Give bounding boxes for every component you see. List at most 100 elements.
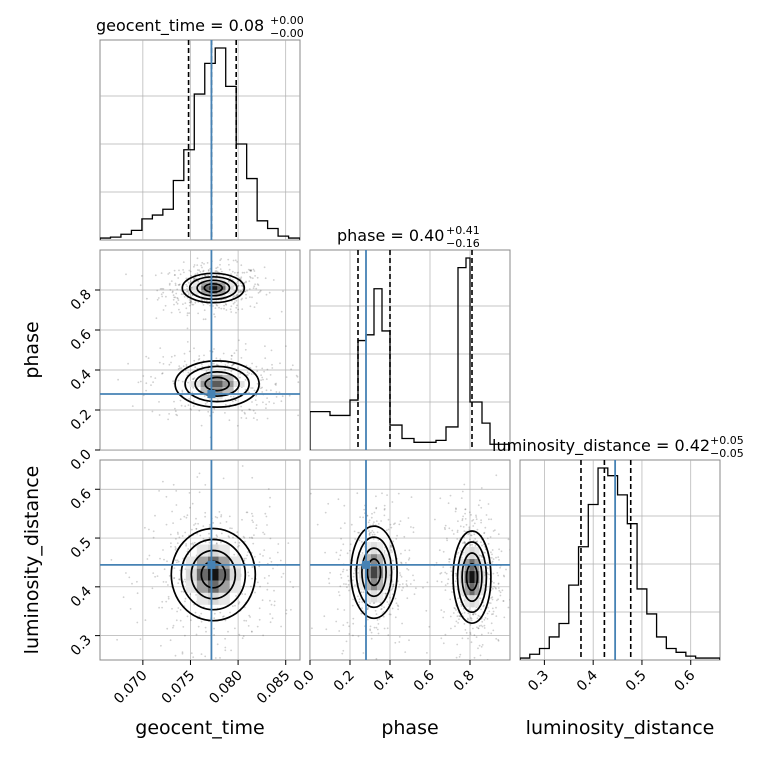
density-cell [222,374,234,381]
sample-point [167,584,169,586]
sample-point [373,533,376,536]
sample-point [407,558,410,561]
sample-point [413,579,415,582]
sample-point [445,572,448,575]
sample-point [264,345,266,348]
sample-point [250,667,252,669]
sample-point [446,537,448,540]
sample-point [172,483,175,486]
sample-point [152,530,155,533]
sample-point [256,419,258,421]
sample-point [467,612,470,615]
sample-point [194,273,197,276]
x-tick-label: 0.4 [371,667,398,694]
sample-point [131,582,133,585]
sample-point [162,480,164,483]
sample-point [224,398,227,401]
sample-point [224,649,227,652]
sample-point [271,363,273,366]
sample-point [256,370,259,372]
sample-point [209,663,211,665]
sample-point [490,597,492,599]
sample-point [458,618,460,621]
sample-point [347,583,350,586]
sample-point [339,573,342,576]
sample-point [203,309,206,312]
sample-point [256,283,259,286]
sample-point [460,603,463,606]
sample-point [233,290,236,292]
sample-point [232,400,234,403]
sample-point [176,297,179,299]
sample-point [490,622,493,625]
sample-point [197,312,200,315]
sample-point [490,562,493,564]
sample-point [162,549,164,551]
sample-point [491,549,494,551]
sample-point [481,644,484,646]
sample-point [230,311,233,313]
sample-point [266,417,269,420]
sample-point [187,548,190,550]
sample-point [186,285,189,288]
sample-point [189,593,192,595]
sample-point [279,559,282,562]
sample-point [446,582,449,585]
sample-point [452,533,455,535]
sample-point [167,418,170,421]
sample-point [159,557,161,560]
sample-point [170,280,173,282]
sample-point [353,530,356,533]
sample-point [395,602,398,605]
sample-point [263,533,266,536]
sample-point [455,507,457,510]
sample-point [379,666,381,668]
sample-point [269,537,272,540]
sample-point [455,508,457,511]
sample-point [167,597,170,600]
sample-point [251,387,254,389]
sample-point [187,404,190,406]
sample-point [394,641,397,644]
sample-point [179,609,182,611]
sample-point [463,542,466,544]
sample-point [492,587,494,590]
sample-point [174,559,177,562]
sample-point [230,273,233,275]
sample-point [174,654,177,657]
sample-point [247,268,250,271]
sample-point [191,286,194,288]
sample-point [195,528,198,530]
sample-point [487,632,490,634]
sample-point [116,638,118,641]
sample-point [198,472,201,475]
sample-point [376,628,379,631]
sample-point [280,400,283,403]
sample-point [234,295,236,298]
sample-point [144,526,146,529]
sample-point [181,380,184,383]
sample-point [459,615,461,618]
sample-point [265,293,268,296]
sample-point [168,282,171,285]
sample-point [207,368,210,370]
sample-point [247,625,250,627]
y-tick-label: 0.6 [68,326,95,353]
sample-point [206,401,209,404]
sample-point [476,540,479,543]
sample-point [207,269,210,271]
sample-point [216,304,219,307]
sample-point [181,651,184,654]
sample-point [193,541,196,544]
sample-point [201,274,204,277]
sample-point [175,292,178,295]
sample-point [474,671,476,673]
sample-point [470,534,473,537]
y-tick-label: 0.4 [68,366,95,393]
sample-point [170,355,173,358]
density-cell [218,592,230,605]
sample-point [232,536,234,539]
sample-point [261,386,263,389]
sample-point [131,405,134,407]
sample-point [230,649,233,652]
